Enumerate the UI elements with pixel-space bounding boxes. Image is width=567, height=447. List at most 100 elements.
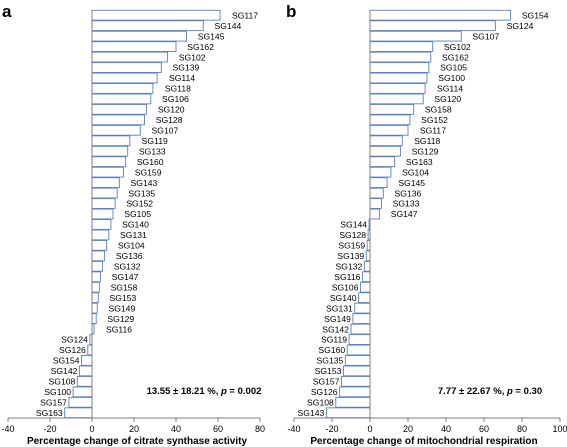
panel-b-x-axis-title: Percentage change of mitochondrial respi… (310, 436, 537, 447)
category-label-sg102: SG102 (444, 42, 471, 52)
panel-a-category-labels: SG117SG144SG145SG162SG102SG139SG114SG118… (36, 10, 258, 418)
panel-a-x-axis-title: Percentage change of citrate synthase ac… (27, 436, 248, 447)
panel-a: a SG117SG144SG145SG162SG102SG139SG114SG1… (1, 2, 265, 447)
category-label-sg160: SG160 (137, 157, 164, 167)
category-label-sg108: SG108 (49, 377, 76, 387)
category-label-sg143: SG143 (131, 178, 158, 188)
bar-sg152 (91, 198, 116, 209)
bar-sg143 (91, 177, 120, 188)
panel-b-label: b (286, 2, 296, 21)
x-tick-label: 40 (441, 424, 451, 434)
category-label-sg158: SG158 (425, 105, 452, 115)
bar-sg142 (350, 323, 371, 335)
bar-sg114 (369, 83, 426, 94)
bar-sg143 (325, 407, 371, 419)
bar-sg145 (369, 177, 388, 188)
category-label-sg149: SG149 (324, 314, 351, 324)
category-label-sg116: SG116 (334, 272, 360, 282)
bar-sg104 (91, 240, 108, 251)
category-label-sg124: SG124 (61, 335, 88, 345)
category-label-sg129: SG129 (412, 146, 439, 156)
bar-sg136 (91, 250, 106, 262)
category-label-sg135: SG135 (317, 356, 344, 366)
category-label-sg107: SG107 (472, 31, 499, 41)
bar-sg158 (369, 104, 415, 115)
category-label-sg131: SG131 (120, 230, 147, 240)
bar-sg114 (91, 72, 158, 84)
bar-sg102 (91, 51, 169, 63)
bar-sg131 (354, 302, 371, 314)
bar-sg116 (361, 271, 371, 283)
bar-sg119 (91, 135, 131, 147)
category-label-sg107: SG107 (152, 126, 179, 136)
category-label-sg152: SG152 (126, 199, 153, 209)
bar-sg119 (348, 334, 371, 345)
category-label-sg132: SG132 (336, 262, 363, 272)
category-label-sg136: SG136 (116, 251, 143, 261)
bar-sg154 (81, 355, 93, 366)
x-tick-label: -40 (1, 424, 14, 434)
bar-sg105 (369, 62, 430, 73)
category-label-sg106: SG106 (332, 282, 359, 292)
bar-sg139 (91, 62, 162, 73)
category-label-sg162: SG162 (442, 52, 469, 62)
bar-sg120 (91, 104, 148, 115)
panel-b-bars (325, 9, 512, 419)
panel-b: b SG154SG124SG107SG102SG162SG105SG100SG1… (286, 2, 567, 447)
bar-sg153 (342, 365, 371, 377)
bar-sg140 (358, 292, 371, 304)
category-label-sg120: SG120 (434, 94, 461, 104)
bar-sg107 (369, 30, 462, 42)
x-tick-label: 0 (367, 424, 372, 434)
x-tick-label: 0 (89, 424, 94, 434)
category-label-sg158: SG158 (111, 282, 138, 292)
category-label-sg102: SG102 (179, 52, 206, 62)
bar-sg157 (68, 396, 93, 408)
bar-sg129 (91, 313, 97, 324)
bar-sg136 (369, 187, 384, 199)
category-label-sg154: SG154 (522, 10, 549, 20)
category-label-sg124: SG124 (507, 21, 534, 31)
bar-sg105 (91, 208, 114, 220)
category-label-sg160: SG160 (318, 345, 345, 355)
category-label-sg114: SG114 (169, 73, 195, 83)
category-label-sg163: SG163 (36, 408, 63, 418)
x-tick-label: 80 (517, 424, 527, 434)
category-label-sg133: SG133 (139, 146, 166, 156)
category-label-sg106: SG106 (162, 94, 189, 104)
bar-sg159 (91, 166, 124, 178)
bar-sg135 (91, 187, 118, 199)
category-label-sg117: SG117 (232, 10, 258, 20)
bar-sg106 (360, 281, 371, 293)
category-label-sg163: SG163 (406, 157, 433, 167)
bar-sg135 (344, 355, 371, 366)
bar-sg129 (369, 145, 401, 157)
category-label-sg131: SG131 (326, 303, 353, 313)
bar-sg100 (369, 72, 428, 84)
bar-sg139 (365, 250, 371, 262)
bar-sg131 (91, 229, 110, 241)
category-label-sg114: SG114 (437, 84, 463, 94)
category-label-sg147: SG147 (391, 209, 418, 219)
bar-sg104 (369, 166, 392, 178)
category-label-sg126: SG126 (311, 387, 338, 397)
bar-sg117 (91, 9, 221, 21)
category-label-sg144: SG144 (215, 21, 242, 31)
category-label-sg104: SG104 (402, 167, 429, 177)
bar-sg108 (335, 396, 371, 408)
panel-a-label: a (2, 2, 12, 21)
category-label-sg147: SG147 (112, 272, 139, 282)
bar-sg120 (369, 93, 424, 105)
category-label-sg157: SG157 (40, 398, 67, 408)
category-label-sg104: SG104 (118, 241, 145, 251)
bar-sg126 (87, 344, 93, 356)
category-label-sg140: SG140 (330, 293, 357, 303)
bar-sg118 (369, 135, 403, 147)
bar-sg149 (91, 302, 98, 314)
category-label-sg108: SG108 (307, 398, 334, 408)
category-label-sg105: SG105 (124, 209, 151, 219)
bar-sg145 (91, 30, 187, 42)
category-label-sg105: SG105 (440, 63, 467, 73)
